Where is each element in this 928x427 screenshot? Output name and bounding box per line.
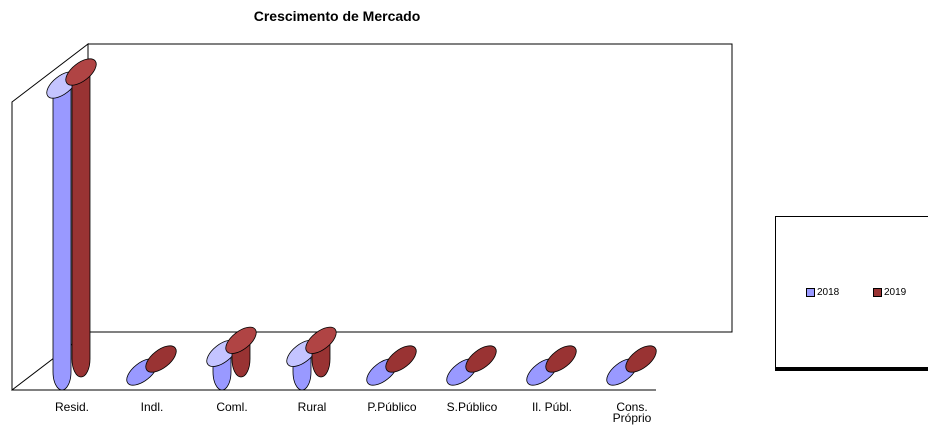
bar-2019-1: [145, 345, 177, 373]
legend-label-2019: 2019: [884, 287, 907, 298]
legend-item-2019: 2019: [873, 287, 906, 298]
bar-2019-4: [385, 345, 417, 373]
bar-2019-2: [225, 326, 257, 378]
bar-2019-3: [305, 326, 337, 378]
category-label: Resid.: [54, 400, 89, 414]
category-label: Coml.: [216, 400, 248, 414]
legend: 2018 2019: [775, 216, 928, 367]
legend-item-2018: 2018: [806, 287, 839, 298]
plot-frame: [11, 42, 733, 392]
back-wall: [87, 43, 733, 333]
category-label: Cons. Próprio: [612, 400, 652, 425]
legend-label-2018: 2018: [817, 287, 840, 298]
bar-2019-5: [465, 345, 497, 373]
chart-title: Crescimento de Mercado: [253, 8, 421, 24]
category-label: Rural: [297, 400, 327, 414]
category-label: P.Público: [367, 400, 417, 414]
bar-2019-0: [65, 58, 97, 378]
category-label: Il. Públ.: [531, 400, 573, 414]
legend-swatch-2018: [806, 288, 815, 297]
category-label: Indl.: [140, 400, 164, 414]
category-label: S.Público: [446, 400, 498, 414]
legend-swatch-2019: [873, 288, 882, 297]
bar-2019-6: [545, 345, 577, 373]
bar-2019-7: [625, 345, 657, 373]
